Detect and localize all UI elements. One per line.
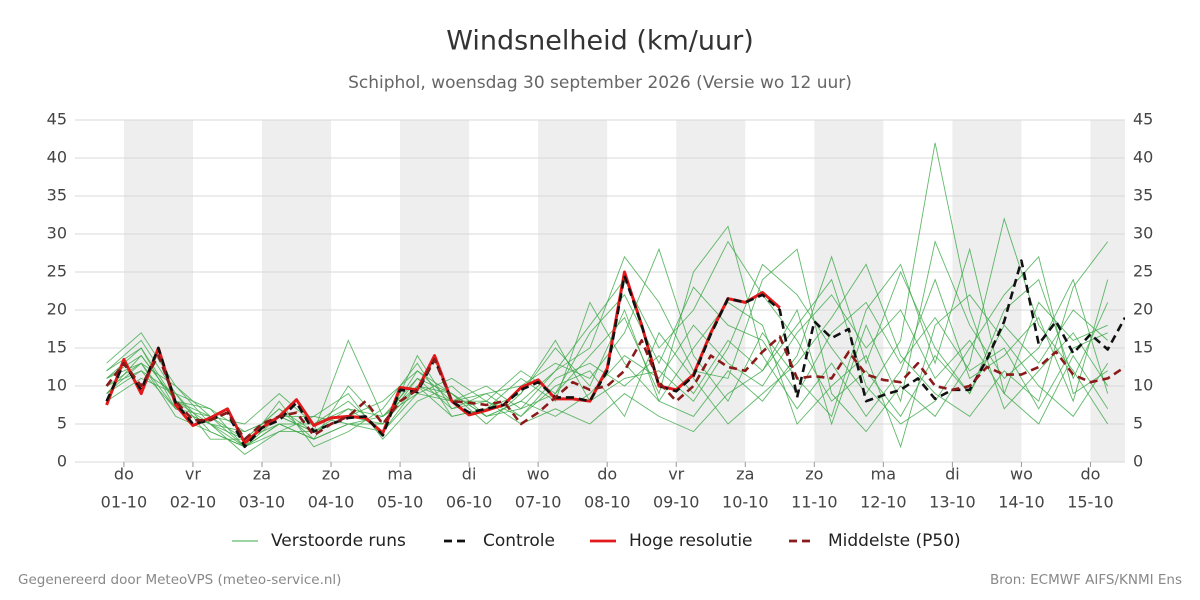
chart-subtitle: Schiphol, woensdag 30 september 2026 (Ve…: [348, 73, 852, 93]
x-tick-label: ma: [871, 465, 896, 484]
x-tick-label: 12-10: [860, 493, 907, 512]
y-tick-label: 25: [47, 262, 67, 281]
x-tick-label: 05-10: [377, 493, 424, 512]
y-tick-label: 45: [47, 110, 67, 129]
x-tick-label: 01-10: [101, 493, 148, 512]
x-tick-label: vr: [668, 465, 684, 484]
x-tick-label: 08-10: [584, 493, 631, 512]
y-tick-label: 0: [57, 452, 67, 471]
ensemble-line: [106, 241, 1109, 433]
x-tick-label: za: [736, 465, 754, 484]
x-tick-label: 07-10: [515, 493, 562, 512]
legend-label: Controle: [483, 531, 555, 551]
footer-right: Bron: ECMWF AIFS/KNMI Ens: [990, 572, 1182, 588]
x-tick-label: 15-10: [1067, 493, 1114, 512]
x-tick-label: 02-10: [170, 493, 217, 512]
x-tick-label: zo: [805, 465, 823, 484]
y-tick-label: 20: [47, 300, 67, 319]
y-tick-label: 35: [47, 186, 67, 205]
legend-label: Verstoorde runs: [271, 531, 406, 551]
x-tick-label: ma: [387, 465, 412, 484]
y2-tick-label: 5: [1133, 414, 1143, 433]
day-band: [261, 120, 332, 462]
y2-tick-label: 30: [1133, 224, 1153, 243]
y-tick-label: 30: [47, 224, 67, 243]
y2-tick-label: 20: [1133, 300, 1153, 319]
y2-tick-label: 15: [1133, 338, 1153, 357]
y-tick-label: 10: [47, 376, 67, 395]
x-tick-label: 10-10: [722, 493, 769, 512]
chart-title: Windsnelheid (km/uur): [446, 26, 754, 57]
legend-label: Hoge resolutie: [629, 531, 753, 551]
x-tick-label: 06-10: [446, 493, 493, 512]
y-tick-label: 5: [57, 414, 67, 433]
x-tick-label: vr: [185, 465, 201, 484]
x-tick-label: do: [1081, 465, 1101, 484]
y-tick-label: 15: [47, 338, 67, 357]
footer-left: Gegenereerd door MeteoVPS (meteo-service…: [18, 572, 341, 588]
y2-tick-label: 0: [1133, 452, 1143, 471]
ensemble-line: [106, 247, 1109, 455]
y2-tick-label: 10: [1133, 376, 1153, 395]
x-tick-label: di: [945, 465, 960, 484]
x-tick-label: 04-10: [308, 493, 355, 512]
x-tick-label: 11-10: [791, 493, 838, 512]
y2-tick-label: 45: [1133, 110, 1153, 129]
ensemble-line: [106, 294, 1109, 449]
day-band: [1090, 120, 1125, 462]
x-tick-label: di: [462, 465, 477, 484]
ensemble-line: [106, 255, 1109, 448]
x-tick-label: 09-10: [653, 493, 700, 512]
ensemble-line: [106, 240, 1109, 448]
y2-tick-label: 35: [1133, 186, 1153, 205]
x-tick-label: zo: [322, 465, 340, 484]
y-tick-label: 40: [47, 148, 67, 167]
series-line: [105, 335, 1125, 441]
x-tick-label: do: [597, 465, 617, 484]
x-tick-label: do: [114, 465, 134, 484]
x-tick-label: 03-10: [239, 493, 286, 512]
x-tick-label: 14-10: [998, 493, 1045, 512]
day-band: [676, 120, 746, 462]
x-tick-label: za: [253, 465, 271, 484]
x-tick-label: 13-10: [929, 493, 976, 512]
legend-label: Middelste (P50): [828, 531, 961, 551]
ensemble-line: [106, 142, 1109, 448]
x-tick-label: wo: [1010, 465, 1033, 484]
y2-tick-label: 40: [1133, 148, 1153, 167]
day-band: [538, 120, 608, 462]
y2-tick-label: 25: [1133, 262, 1153, 281]
x-tick-label: wo: [527, 465, 550, 484]
day-band: [400, 120, 470, 462]
